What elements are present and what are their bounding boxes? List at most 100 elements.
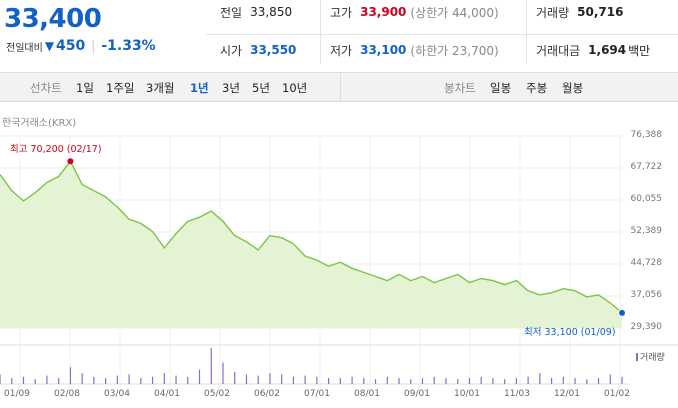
volume-bar [597,378,600,384]
x-tick-label: 09/01 [404,389,430,399]
volume-bar [198,369,201,384]
volume-bar [550,378,553,384]
volume-bar [11,378,13,384]
volume-bar [363,378,365,384]
volume-bar [374,379,377,384]
volume-bar [210,348,212,384]
candle-monthly[interactable]: 월봉 [562,81,584,95]
current-price: 33,400 [4,4,102,34]
volume-bar [234,372,236,384]
y-tick-label: 37,056 [630,290,663,300]
volume-bar [151,376,154,384]
volume-bar [34,379,36,384]
period-1w[interactable]: 1주일 [106,81,135,95]
volume-bar [222,362,224,384]
volume-bar [175,375,177,384]
y-tick-label: 29,390 [630,322,663,332]
lower-limit: (하한가 23,700) [410,43,499,58]
prev-close: 전일 33,850 [220,2,292,22]
change-separator: | [91,39,96,53]
x-tick-label: 10/01 [454,389,480,399]
x-tick-label: 01/09 [4,389,30,399]
volume-bar [445,378,447,384]
x-tick-label: 08/01 [354,389,380,399]
volume-swatch [636,353,638,361]
candle-daily[interactable]: 일봉 [490,81,512,95]
volume-bar [492,378,494,384]
x-tick-label: 03/04 [104,389,130,399]
volume-legend: 거래량 [636,350,665,363]
period-1y[interactable]: 1년 [190,81,209,95]
volume-value: 50,716 [577,5,624,19]
prev-close-value: 33,850 [250,5,293,19]
upper-limit: (상한가 44,000) [410,5,499,20]
candle-weekly[interactable]: 주봉 [526,81,548,95]
open-label: 시가 [220,43,243,58]
volume-bar [257,375,259,384]
volume-bar [504,379,506,384]
volume-legend-label: 거래량 [640,353,665,363]
volume-bar [0,374,1,384]
volume-bar [58,378,60,384]
divider [320,0,321,64]
amount-unit: 백만 [628,43,651,58]
volume-bar [140,378,142,384]
volume-bar [93,376,95,384]
volume-bar [515,378,517,384]
change-amount: 450 [56,38,86,54]
volume-bar [351,376,353,384]
line-chart-label: 선차트 [30,81,62,95]
change-row: 전일대비 ▼ 450 | -1.33% [6,38,156,54]
x-tick-label: 07/01 [304,389,330,399]
period-3y[interactable]: 3년 [222,81,240,95]
volume-label: 거래량 [536,5,570,20]
volume-bar [621,376,623,384]
y-tick-label: 67,722 [630,162,663,172]
price-chart[interactable]: 한국거래소(KRX) 76,388 67,722 60,055 52,389 44,72… [0,103,678,408]
period-10y[interactable]: 10년 [282,81,308,95]
high-annotation: 최고 70,200 (02/17) [10,144,102,155]
amount-label: 거래대금 [536,43,581,58]
volume-bar [269,373,271,384]
volume: 거래량 50,716 [536,2,623,22]
x-tick-label: 06/02 [254,389,280,399]
y-tick-label: 52,389 [630,226,663,236]
open-price: 시가 33,550 [220,40,296,60]
volume-bar [398,378,400,384]
x-tick-label: 01/02 [604,389,630,399]
change-label: 전일대비 [6,42,43,54]
volume-bar [245,374,248,384]
y-tick-label: 44,728 [630,258,663,268]
high-value: 33,900 [360,5,407,19]
volume-bar [46,375,48,384]
high-label: 고가 [330,5,353,20]
volume-bar [304,375,306,384]
period-3m[interactable]: 3개월 [146,81,175,95]
volume-bar [527,376,529,384]
volume-bar [316,376,318,384]
x-tick-label: 05/02 [204,389,230,399]
low-label: 저가 [330,43,353,58]
volume-bar [562,376,564,384]
candle-chart-label: 봉차트 [444,81,476,95]
period-5y[interactable]: 5년 [252,81,270,95]
volume-bar [421,378,424,384]
low-point-marker [618,308,626,317]
volume-bar [281,374,283,384]
volume-bar [116,375,118,384]
prev-close-label: 전일 [220,5,243,20]
change-percent: -1.33% [101,38,156,54]
volume-bar [386,376,388,384]
volume-bar [328,378,330,384]
high-price: 고가 33,900 (상한가 44,000) [330,2,499,22]
trade-amount: 거래대금 1,694 백만 [536,40,650,60]
period-1d[interactable]: 1일 [76,81,94,95]
divider [340,73,341,101]
quote-info-table: 전일 33,850 고가 33,900 (상한가 44,000) 거래량 50,… [206,0,678,70]
down-triangle-icon: ▼ [44,39,55,53]
volume-bar [292,376,294,384]
volume-bar [410,379,412,384]
y-tick-label: 76,388 [630,130,663,140]
exchange-label: 한국거래소(KRX) [2,118,77,129]
amount-value: 1,694 [588,43,627,57]
